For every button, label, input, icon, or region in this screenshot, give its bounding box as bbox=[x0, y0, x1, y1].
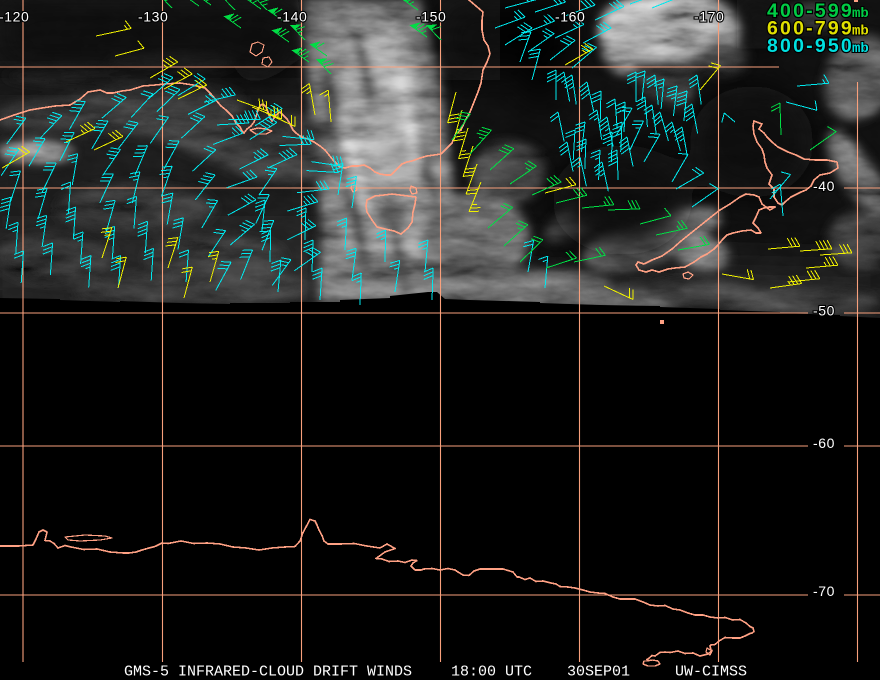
svg-text:UW-CIMSS: UW-CIMSS bbox=[675, 664, 747, 680]
svg-text:-60: -60 bbox=[813, 435, 835, 451]
svg-text:18:00 UTC: 18:00 UTC bbox=[451, 664, 532, 680]
svg-text:-120: -120 bbox=[0, 9, 29, 25]
svg-text:mb: mb bbox=[852, 24, 869, 40]
svg-text:GMS-5 INFRARED-CLOUD DRIFT WIN: GMS-5 INFRARED-CLOUD DRIFT WINDS bbox=[124, 664, 412, 680]
svg-text:mb: mb bbox=[852, 6, 869, 22]
svg-text:400-599: 400-599 bbox=[767, 0, 854, 22]
svg-text:-160: -160 bbox=[555, 9, 585, 25]
svg-text:800-950: 800-950 bbox=[767, 35, 854, 57]
svg-text:-50: -50 bbox=[813, 303, 835, 319]
svg-text:-170: -170 bbox=[694, 9, 724, 25]
svg-text:-130: -130 bbox=[138, 9, 168, 25]
svg-text:600-799: 600-799 bbox=[767, 18, 854, 40]
svg-text:30SEP01: 30SEP01 bbox=[567, 664, 630, 680]
svg-text:-150: -150 bbox=[416, 9, 446, 25]
svg-text:-140: -140 bbox=[277, 9, 307, 25]
svg-text:-70: -70 bbox=[813, 583, 835, 599]
svg-text:mb: mb bbox=[852, 41, 869, 57]
svg-text:-40: -40 bbox=[813, 178, 835, 194]
